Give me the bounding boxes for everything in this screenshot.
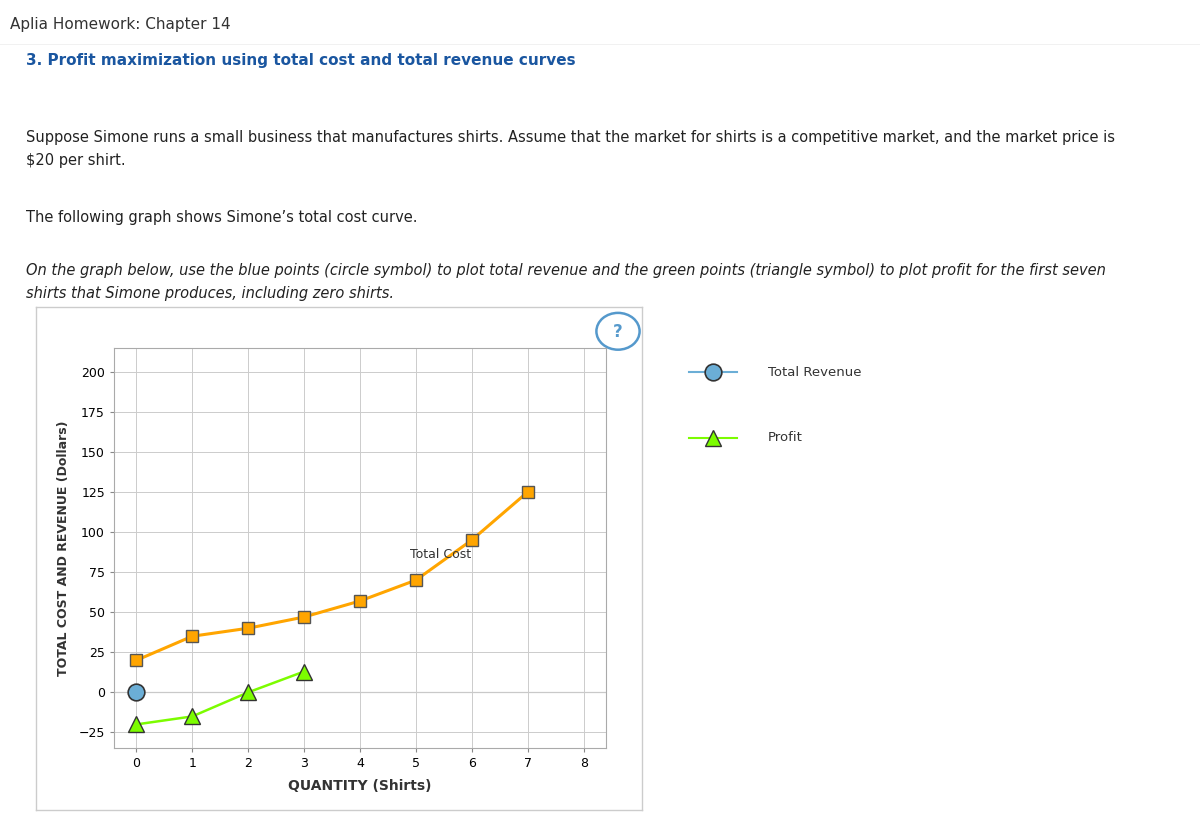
X-axis label: QUANTITY (Shirts): QUANTITY (Shirts) [288,779,432,793]
Text: 3. Profit maximization using total cost and total revenue curves: 3. Profit maximization using total cost … [26,53,576,68]
Text: Suppose Simone runs a small business that manufactures shirts. Assume that the m: Suppose Simone runs a small business tha… [26,130,1116,169]
Text: Profit: Profit [768,431,803,444]
Text: Total Revenue: Total Revenue [768,366,862,379]
Y-axis label: TOTAL COST AND REVENUE (Dollars): TOTAL COST AND REVENUE (Dollars) [58,420,71,676]
Text: Total Cost: Total Cost [410,548,472,561]
Text: ?: ? [613,323,623,341]
Text: On the graph below, use the blue points (circle symbol) to plot total revenue an: On the graph below, use the blue points … [26,263,1106,301]
Text: The following graph shows Simone’s total cost curve.: The following graph shows Simone’s total… [26,210,418,225]
Text: Aplia Homework: Chapter 14: Aplia Homework: Chapter 14 [10,17,230,32]
